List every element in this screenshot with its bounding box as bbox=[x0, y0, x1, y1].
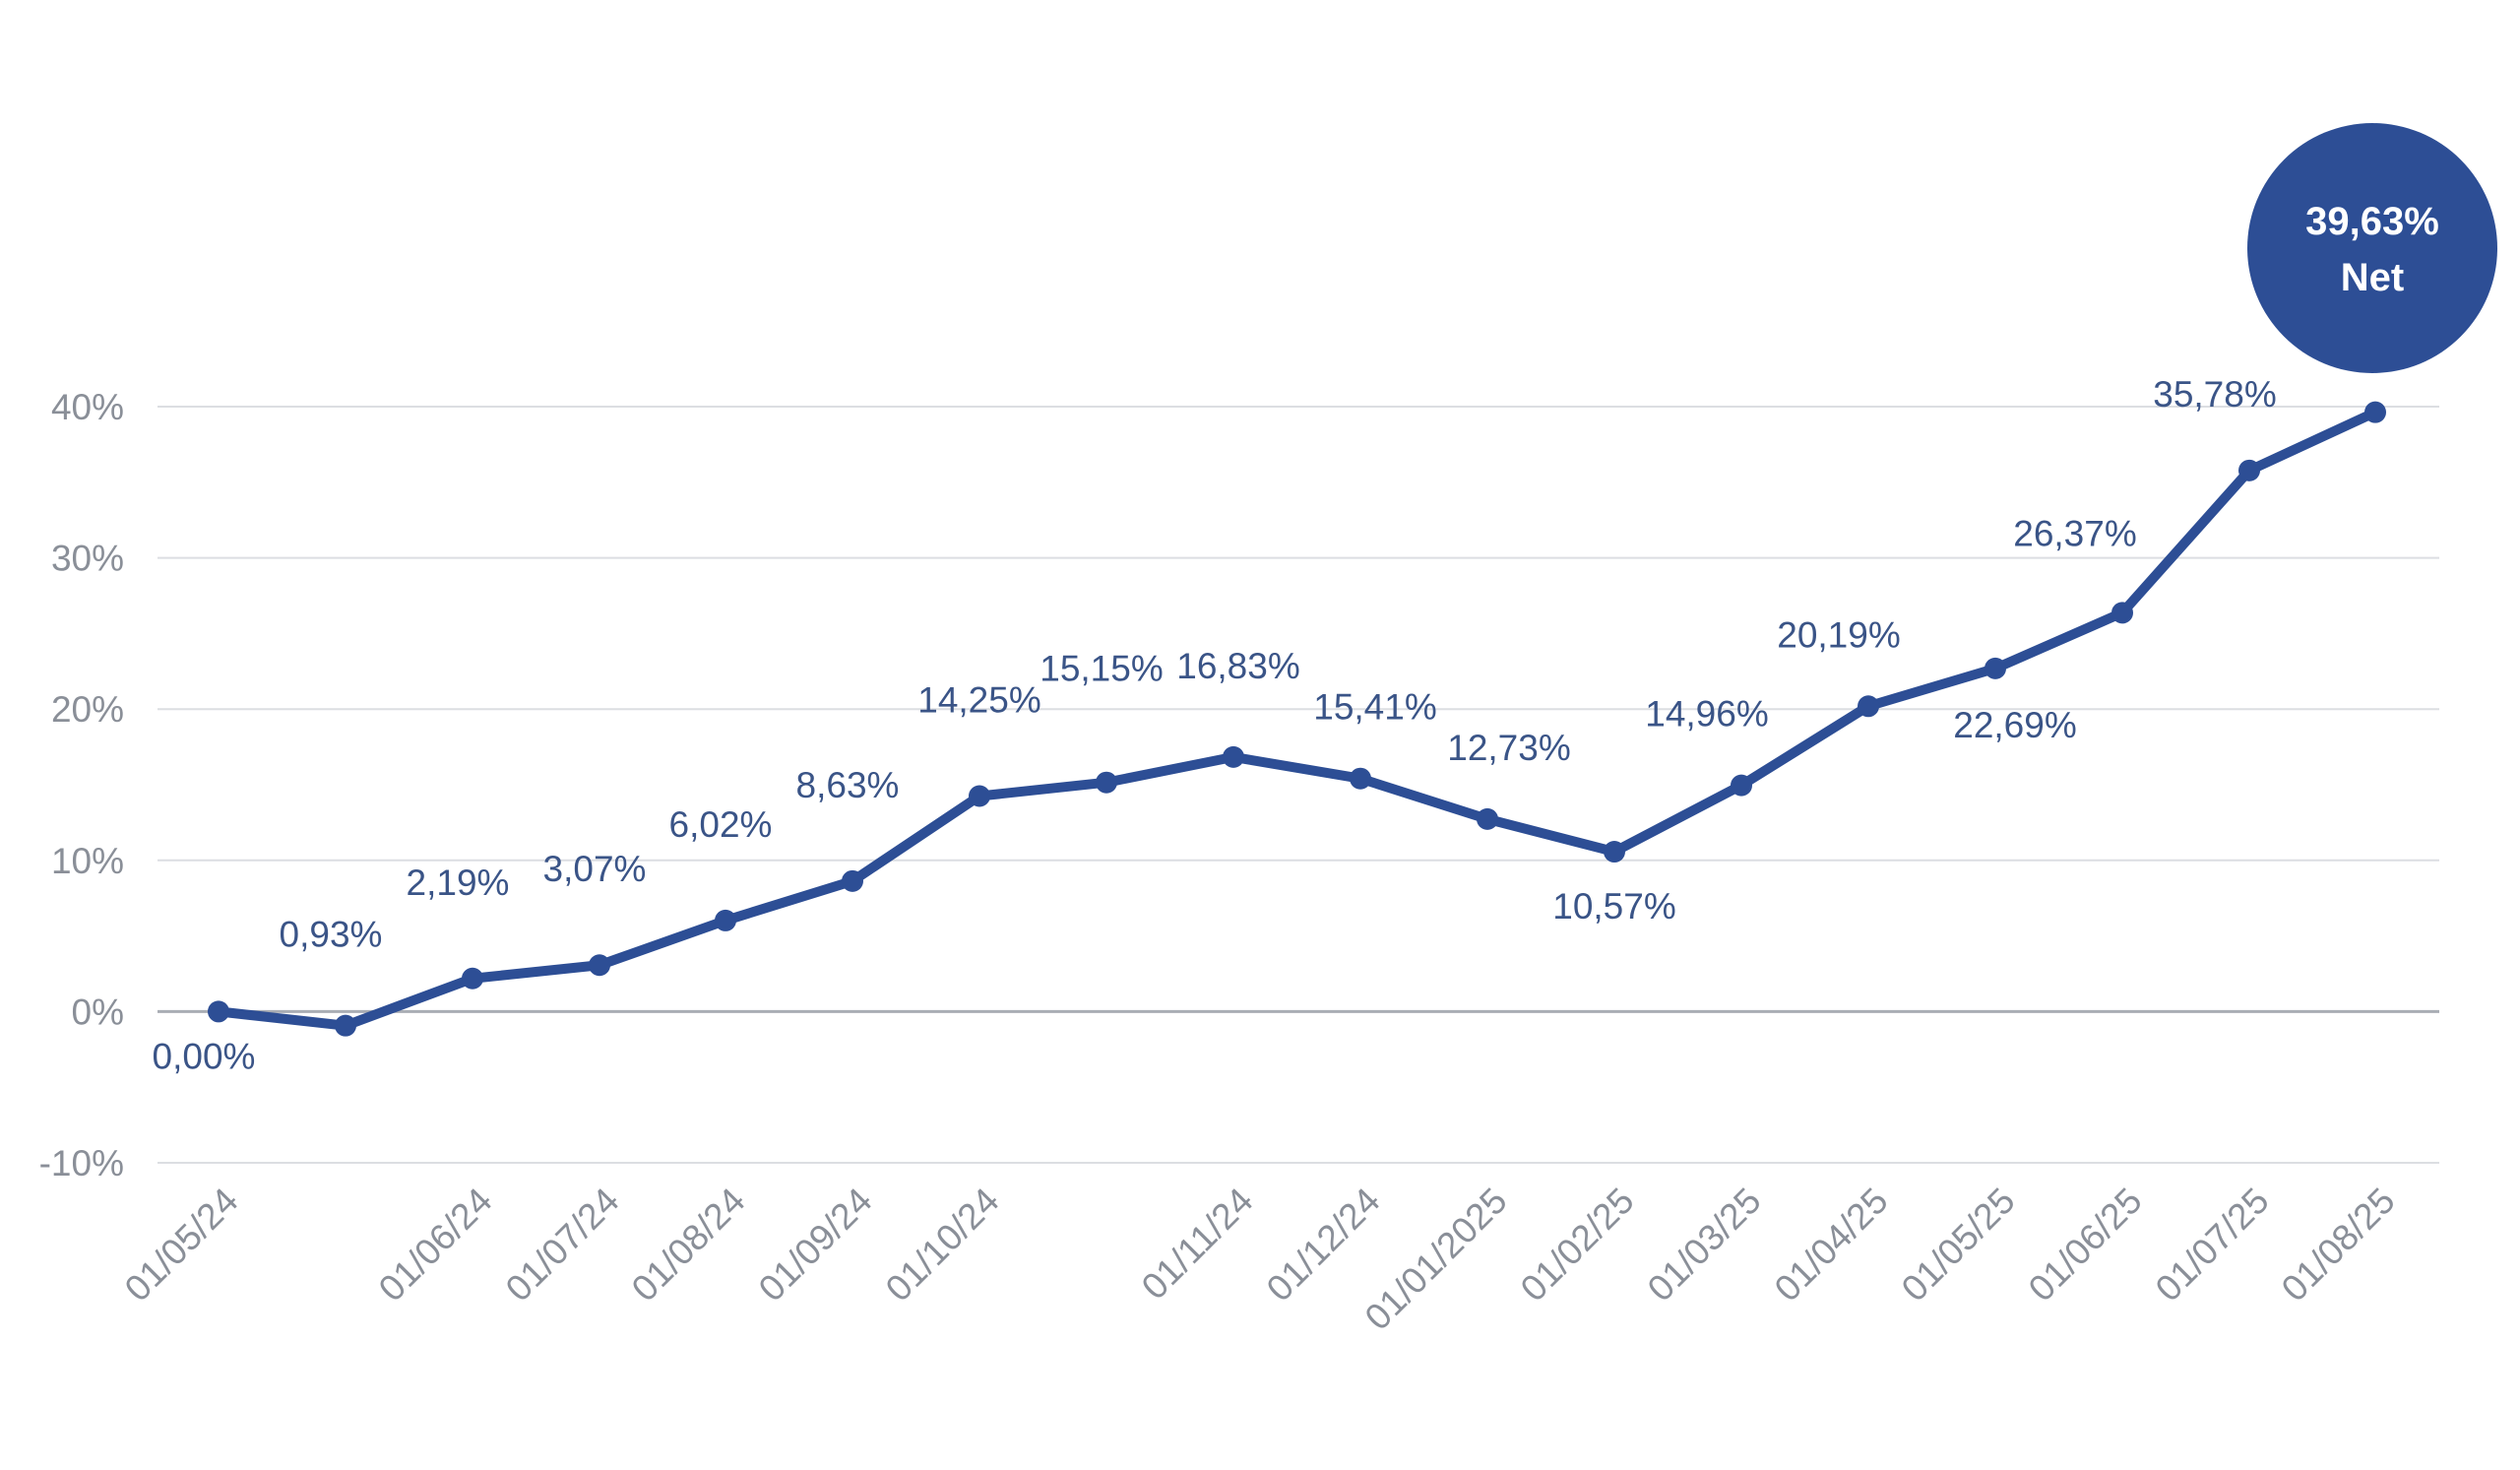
data-point bbox=[1984, 657, 2006, 679]
y-tick-label: 10% bbox=[51, 841, 124, 881]
y-tick-label: 30% bbox=[51, 539, 124, 579]
data-label: 8,63% bbox=[796, 765, 900, 805]
data-labels: 0,00% 0,93% 2,19% 3,07% 6,02% 8,63% 14,25%15,1… bbox=[153, 374, 2277, 1077]
data-point bbox=[715, 909, 736, 931]
data-label: 15,41% bbox=[1313, 687, 1437, 728]
data-point bbox=[208, 1000, 229, 1023]
data-point bbox=[462, 967, 483, 990]
data-label: 14,25% bbox=[917, 680, 1041, 721]
data-label: 22,69% bbox=[1953, 705, 2077, 745]
data-label: 10,57% bbox=[1552, 886, 1676, 927]
data-point bbox=[589, 954, 610, 977]
data-label: 16,83% bbox=[1176, 646, 1300, 686]
x-tick-label: 01/12/24 bbox=[1259, 1181, 1388, 1310]
data-point bbox=[1858, 695, 1879, 718]
x-tick-label: 01/06/25 bbox=[2021, 1181, 2150, 1310]
data-point bbox=[2238, 459, 2260, 481]
series-line bbox=[214, 407, 2380, 1031]
data-label: 0,00% bbox=[153, 1036, 256, 1076]
x-tick-label: 01/09/24 bbox=[751, 1181, 880, 1310]
y-tick-label: 20% bbox=[51, 689, 124, 730]
badge-label: Net bbox=[2341, 256, 2404, 299]
x-tick-label: 01/07/25 bbox=[2148, 1181, 2277, 1310]
data-label: 3,07% bbox=[543, 849, 647, 889]
x-tick-label: 01/10/24 bbox=[878, 1181, 1007, 1310]
data-point bbox=[1477, 807, 1498, 830]
data-point bbox=[1350, 767, 1371, 790]
data-label: 0,93% bbox=[280, 915, 383, 955]
data-point bbox=[1604, 841, 1625, 863]
badge-circle bbox=[2247, 123, 2497, 373]
data-label: 2,19% bbox=[407, 863, 510, 903]
data-label: 20,19% bbox=[1777, 614, 1901, 655]
x-tick-label: 01/03/25 bbox=[1640, 1181, 1769, 1310]
data-series bbox=[208, 401, 2386, 1037]
data-point bbox=[2111, 602, 2133, 624]
y-tick-label: -10% bbox=[39, 1143, 124, 1183]
data-point bbox=[842, 869, 863, 892]
x-tick-label: 01/05/25 bbox=[1894, 1181, 2023, 1310]
x-tick-label: 01/11/24 bbox=[1134, 1181, 1261, 1308]
y-tick-label: 0% bbox=[72, 991, 124, 1032]
x-tick-label: 01/08/24 bbox=[624, 1181, 753, 1310]
x-tick-label: 01/05/24 bbox=[117, 1181, 246, 1310]
x-tick-label: 01/08/25 bbox=[2274, 1181, 2403, 1310]
final-value-badge: 39,63% Net bbox=[2247, 123, 2497, 373]
y-tick-label: 40% bbox=[51, 387, 124, 427]
data-label: 26,37% bbox=[2013, 513, 2137, 553]
badge-value: 39,63% bbox=[2305, 200, 2439, 243]
grid-lines bbox=[158, 406, 2439, 1164]
data-label: 14,96% bbox=[1645, 694, 1769, 735]
data-label: 35,78% bbox=[2153, 374, 2277, 415]
x-tick-label: 01/06/24 bbox=[371, 1181, 500, 1310]
x-tick-label: 01/02/25 bbox=[1513, 1181, 1642, 1310]
x-tick-label: 01/04/25 bbox=[1767, 1181, 1896, 1310]
data-point bbox=[2364, 401, 2386, 423]
y-axis-ticks: -10% 0% 10% 20% 30% 40% bbox=[39, 387, 124, 1183]
x-axis-ticks: 01/05/24 01/06/2401/07/2401/08/2401/09/24… bbox=[117, 1181, 2403, 1338]
data-point bbox=[1096, 771, 1117, 794]
data-label: 6,02% bbox=[669, 804, 773, 845]
data-label: 15,15% bbox=[1040, 649, 1164, 689]
data-point bbox=[1731, 774, 1752, 797]
x-tick-label: 01/07/24 bbox=[498, 1181, 627, 1310]
data-point bbox=[335, 1014, 356, 1037]
data-label: 12,73% bbox=[1447, 728, 1571, 768]
data-point bbox=[969, 785, 990, 807]
data-point bbox=[1223, 745, 1244, 768]
